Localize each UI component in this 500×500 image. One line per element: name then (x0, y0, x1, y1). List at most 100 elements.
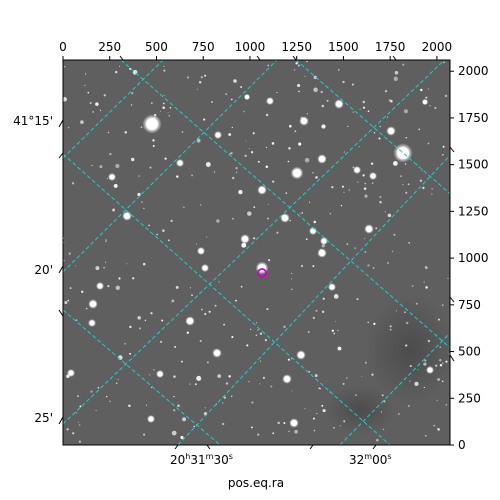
star (299, 213, 301, 215)
bottom-tick-label-ra2: 32m00s (349, 452, 392, 467)
star (321, 404, 324, 407)
star (389, 328, 392, 331)
star (316, 412, 318, 415)
star (445, 404, 447, 406)
star (223, 323, 225, 326)
star (163, 94, 165, 96)
star (408, 241, 411, 244)
star (182, 417, 187, 422)
star (222, 422, 225, 426)
star (393, 233, 396, 236)
star (289, 219, 291, 222)
target-circle-icon (257, 268, 267, 278)
star (231, 126, 233, 129)
bright-star-core (97, 283, 103, 289)
star (173, 409, 176, 412)
star (418, 128, 421, 131)
star (79, 405, 82, 408)
star (333, 426, 335, 429)
x-axis-label: pos.eq.ra (228, 476, 284, 490)
grid-line (63, 60, 446, 425)
star (63, 259, 65, 262)
star (268, 259, 271, 262)
star (167, 239, 170, 242)
star (373, 322, 376, 326)
star (352, 111, 354, 113)
star (206, 361, 209, 364)
star (312, 265, 315, 268)
bright-star-core (388, 128, 394, 134)
star (106, 395, 108, 398)
right-tick-label: 1250 (458, 204, 489, 218)
star (203, 118, 206, 121)
star (313, 220, 317, 224)
star (252, 132, 255, 135)
star (191, 294, 193, 297)
left-tick-label: 25' (34, 411, 53, 425)
star (146, 404, 148, 406)
bright-star-core (319, 250, 325, 256)
star (376, 438, 379, 442)
star (351, 83, 354, 86)
star (300, 264, 304, 268)
star (142, 262, 146, 266)
star (235, 167, 238, 170)
star (424, 265, 427, 267)
star (247, 211, 252, 216)
star (77, 395, 79, 398)
star (170, 219, 173, 223)
bright-star-core (329, 284, 335, 290)
star (291, 272, 293, 274)
star (186, 331, 189, 334)
star (318, 387, 321, 390)
star (362, 100, 366, 104)
star (151, 102, 153, 104)
star (364, 194, 368, 198)
star (272, 180, 275, 183)
star (257, 433, 260, 436)
star (241, 242, 247, 248)
stars (63, 60, 450, 443)
star (414, 381, 419, 387)
star (437, 318, 440, 321)
star (315, 309, 318, 312)
star (91, 165, 93, 167)
star (255, 334, 258, 336)
left-axis: 41°15' 20' 25' (13, 114, 64, 425)
right-axis: 0 250 500 750 1000 1250 1500 1750 2000 (450, 64, 489, 452)
star (390, 100, 393, 103)
sky-image (63, 60, 450, 445)
star (435, 364, 438, 367)
bright-star-core (310, 228, 316, 234)
grid-line (63, 60, 278, 273)
star (189, 383, 191, 385)
bright-star-core (245, 95, 249, 99)
top-tick-label: 1500 (328, 40, 359, 54)
star (149, 166, 152, 169)
top-tick-label: 750 (192, 40, 215, 54)
star (72, 432, 75, 435)
star (387, 262, 389, 264)
star (333, 294, 339, 299)
bright-star-core (336, 101, 342, 107)
star (304, 157, 310, 163)
grid-line (63, 153, 391, 445)
star (403, 109, 408, 114)
star (174, 345, 177, 348)
star (277, 421, 280, 425)
star (384, 89, 388, 93)
star (358, 146, 360, 148)
star (104, 261, 107, 263)
star (213, 171, 216, 173)
star (206, 236, 208, 238)
star (253, 237, 256, 240)
star (150, 312, 153, 315)
star (232, 218, 234, 220)
star (186, 76, 189, 79)
star (306, 113, 308, 115)
star (243, 110, 245, 113)
star (109, 400, 111, 402)
star (348, 189, 350, 191)
star (312, 316, 315, 320)
